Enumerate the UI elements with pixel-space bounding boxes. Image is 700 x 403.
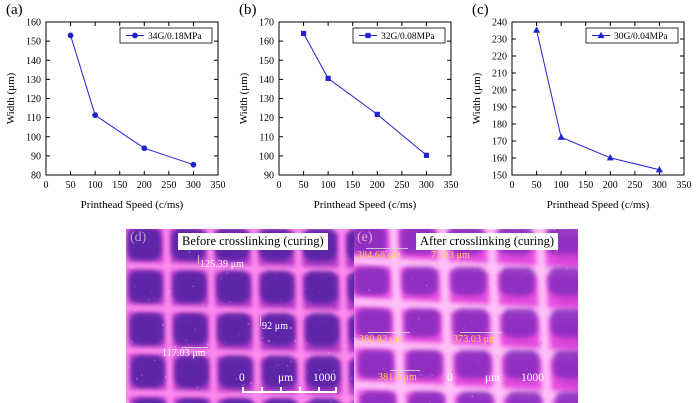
svg-text:350: 350: [444, 180, 459, 191]
svg-text:Width (μm): Width (μm): [238, 72, 250, 124]
svg-text:160: 160: [492, 154, 507, 165]
svg-text:240: 240: [492, 18, 507, 29]
svg-text:300: 300: [419, 180, 434, 191]
svg-text:0: 0: [44, 180, 49, 191]
svg-text:140: 140: [26, 56, 41, 67]
scalebar-start-after: 0: [447, 372, 453, 384]
svg-text:210: 210: [492, 69, 507, 80]
svg-text:350: 350: [677, 180, 692, 191]
svg-text:220: 220: [492, 52, 507, 63]
svg-text:50: 50: [299, 180, 309, 191]
svg-text:50: 50: [532, 180, 542, 191]
svg-text:150: 150: [345, 180, 360, 191]
svg-text:170: 170: [492, 137, 507, 148]
svg-text:170: 170: [259, 18, 274, 29]
caption-before-crosslinking: Before crosslinking (curing): [178, 233, 328, 250]
measurement-label-2: 92 μm: [262, 321, 288, 332]
measurement-label-6: 380.82 μm: [359, 334, 403, 345]
scalebar-start-before: 0: [239, 372, 245, 384]
measure-rule-8: [390, 370, 420, 371]
scalebar-end-after: 1000: [521, 372, 544, 384]
plot-svg-c: 0 50 100 150 200 250 300 350 150 160 170 180 190 200 2…: [466, 0, 699, 228]
panel-label-e: (e): [357, 230, 373, 246]
svg-text:250: 250: [627, 180, 642, 191]
charts-row: (a) 0 50 100 150 200 250 300 350 80 90 100 110 120 13…: [0, 0, 700, 228]
scalebar-unit-before: μm: [278, 372, 293, 384]
svg-text:90: 90: [31, 151, 41, 162]
svg-text:200: 200: [137, 180, 152, 191]
svg-text:50: 50: [66, 180, 76, 191]
micrograph-before: (d) Before crosslinking (curing) 125.39 …: [126, 229, 354, 403]
svg-text:0: 0: [277, 180, 282, 191]
micrograph-row: (d) Before crosslinking (curing) 125.39 …: [126, 229, 578, 403]
svg-text:200: 200: [603, 180, 618, 191]
svg-text:110: 110: [259, 132, 274, 143]
chart-panel-a: (a) 0 50 100 150 200 250 300 350 80 90 100 110 120 13…: [0, 0, 233, 228]
plot-svg-a: 0 50 100 150 200 250 300 350 80 90 100 110 120 130 140…: [0, 0, 233, 228]
svg-text:350: 350: [211, 180, 226, 191]
svg-text:120: 120: [26, 94, 41, 105]
measurement-label-8: 381.6 μm: [378, 372, 417, 383]
measurement-label-3: 117.03 μm: [162, 348, 206, 359]
svg-text:150: 150: [112, 180, 127, 191]
svg-text:140: 140: [259, 75, 274, 86]
measurement-label-7: 373.03 μm: [453, 334, 497, 345]
svg-text:Width (μm): Width (μm): [5, 72, 17, 124]
svg-text:120: 120: [259, 113, 274, 124]
scalebar-end-before: 1000: [313, 372, 336, 384]
svg-text:150: 150: [259, 56, 274, 67]
svg-text:0: 0: [510, 180, 515, 191]
svg-text:130: 130: [259, 94, 274, 105]
chart-panel-b: (b) 0 50 100 150 200 250 300 350 90 100 110 120 130 1…: [233, 0, 466, 228]
measure-rule-4: [366, 248, 408, 249]
svg-text:Printhead Speed (c/ms): Printhead Speed (c/ms): [314, 199, 417, 211]
svg-text:110: 110: [26, 113, 41, 124]
svg-text:200: 200: [370, 180, 385, 191]
svg-text:Width (μm): Width (μm): [471, 72, 483, 124]
panel-label-d: (d): [130, 230, 146, 246]
svg-text:150: 150: [26, 37, 41, 48]
measure-tick-2: [260, 317, 261, 326]
svg-text:190: 190: [492, 103, 507, 114]
chart-panel-c: (c) 0 50 100 150 200 250 300 350 150 160 170 180 190…: [466, 0, 699, 228]
svg-text:Printhead Speed (c/ms): Printhead Speed (c/ms): [81, 199, 184, 211]
svg-text:180: 180: [492, 120, 507, 131]
svg-text:300: 300: [652, 180, 667, 191]
svg-text:160: 160: [259, 37, 274, 48]
plot-c: 0 50 100 150 200 250 300 350 150 160 170 180 190 200 2…: [466, 0, 699, 228]
svg-text:200: 200: [492, 86, 507, 97]
svg-text:90: 90: [264, 171, 274, 182]
scalebar-unit-after: μm: [485, 372, 500, 384]
svg-text:100: 100: [321, 180, 336, 191]
measure-rule-7: [460, 332, 502, 333]
svg-text:100: 100: [26, 132, 41, 143]
measure-tick-1: [198, 255, 199, 264]
micrograph-after: (e) After crosslinking (curing) 384.68 μ…: [354, 229, 578, 403]
svg-text:30G/0.04MPa: 30G/0.04MPa: [614, 32, 668, 42]
svg-text:130: 130: [26, 75, 41, 86]
measurement-label-4: 384.68 μm: [357, 250, 401, 261]
svg-text:32G/0.08MPa: 32G/0.08MPa: [381, 32, 435, 42]
caption-after-crosslinking: After crosslinking (curing): [416, 233, 558, 250]
measure-rule-6: [368, 332, 410, 333]
svg-text:100: 100: [259, 151, 274, 162]
svg-text:Printhead Speed (c/ms): Printhead Speed (c/ms): [547, 199, 650, 211]
plot-b: 0 50 100 150 200 250 300 350 90 100 110 120 130 140 15…: [233, 0, 466, 228]
svg-text:80: 80: [31, 171, 41, 182]
svg-text:230: 230: [492, 35, 507, 46]
svg-text:100: 100: [554, 180, 569, 191]
scalebar-ticks-before: [242, 387, 337, 392]
svg-text:300: 300: [186, 180, 201, 191]
svg-text:34G/0.18MPa: 34G/0.18MPa: [148, 32, 202, 42]
svg-text:100: 100: [88, 180, 103, 191]
svg-text:150: 150: [492, 171, 507, 182]
measurement-label-5: 73.83 μm: [431, 250, 470, 261]
svg-text:150: 150: [578, 180, 593, 191]
measurement-label-1: 125.39 μm: [200, 259, 244, 270]
svg-text:160: 160: [26, 18, 41, 29]
plot-a: 0 50 100 150 200 250 300 350 80 90 100 110 120 130 140…: [0, 0, 233, 228]
svg-text:250: 250: [394, 180, 409, 191]
plot-svg-b: 0 50 100 150 200 250 300 350 90 100 110 120 130 140 15…: [233, 0, 466, 228]
svg-text:250: 250: [161, 180, 176, 191]
